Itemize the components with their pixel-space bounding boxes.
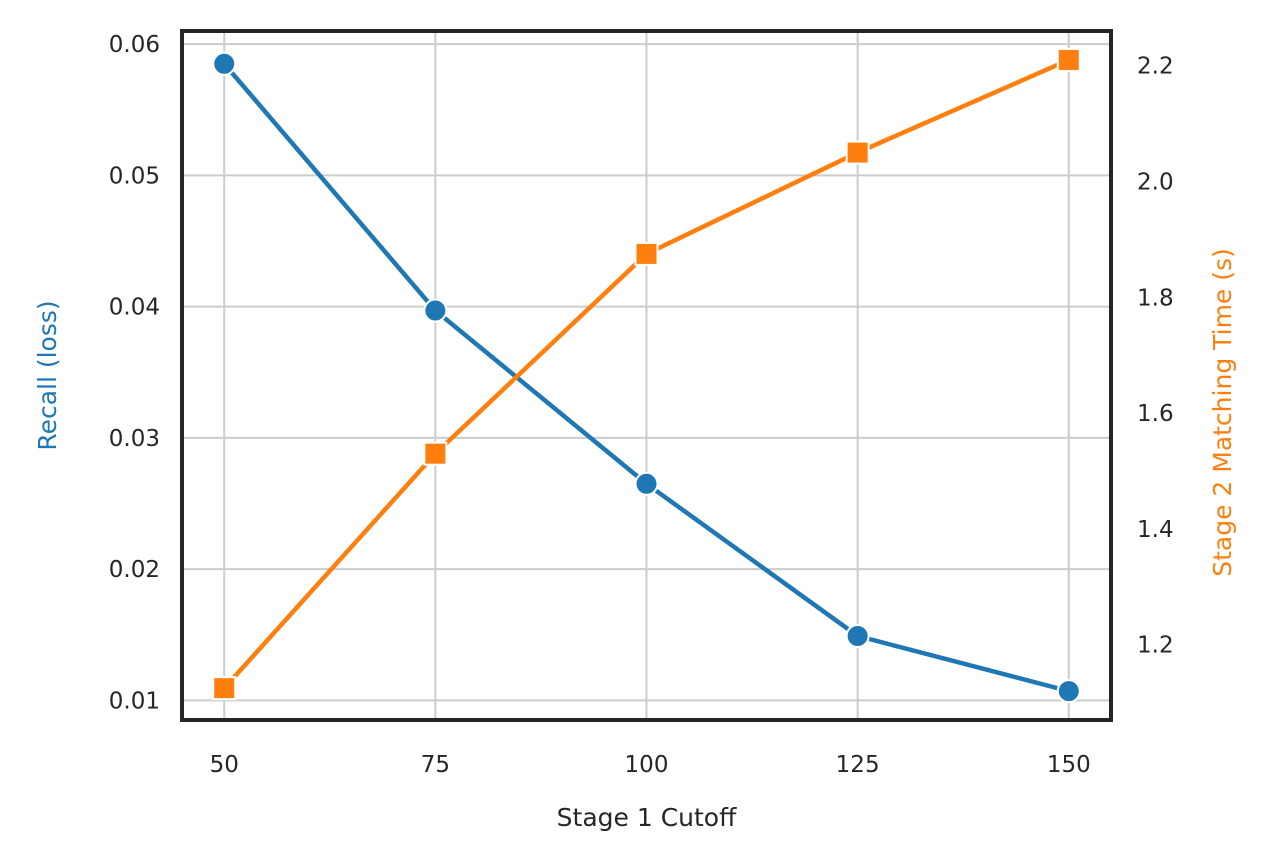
series-layer — [212, 47, 1081, 704]
x-tick-label: 75 — [421, 752, 450, 778]
matching-time-data-point — [634, 241, 659, 266]
right-axis-ticks: 1.2 1.4 1.6 1.8 2.0 2.2 — [1137, 54, 1174, 659]
x-tick-label: 150 — [1047, 752, 1091, 778]
grid — [182, 31, 1111, 720]
recall-data-point — [634, 471, 659, 496]
right-tick-label: 2.2 — [1137, 54, 1174, 80]
x-axis-ticks: 50 75 100 125 150 — [210, 752, 1091, 778]
left-tick-label: 0.06 — [109, 32, 160, 58]
recall-data-point — [212, 51, 237, 76]
right-tick-label: 1.8 — [1137, 285, 1174, 311]
right-tick-label: 1.2 — [1137, 633, 1174, 659]
left-tick-label: 0.03 — [109, 426, 160, 452]
plot-frame — [180, 29, 1113, 722]
recall-data-point — [1056, 679, 1081, 704]
recall-data-point — [845, 624, 870, 649]
left-axis-label: Recall (loss) — [33, 300, 62, 450]
matching-time-data-point — [845, 140, 870, 165]
x-tick-label: 100 — [625, 752, 669, 778]
right-tick-label: 2.0 — [1137, 170, 1174, 196]
x-tick-label: 125 — [836, 752, 880, 778]
matching-time-data-point — [1056, 47, 1081, 72]
left-tick-label: 0.01 — [109, 688, 160, 714]
recall-data-point — [423, 298, 448, 323]
x-axis-label: Stage 1 Cutoff — [557, 803, 737, 832]
x-tick-label: 50 — [210, 752, 239, 778]
right-tick-label: 1.6 — [1137, 401, 1174, 427]
matching-time-data-point — [212, 676, 237, 701]
left-tick-label: 0.02 — [109, 557, 160, 583]
right-tick-label: 1.4 — [1137, 517, 1174, 543]
right-axis-label: Stage 2 Matching Time (s) — [1208, 248, 1237, 577]
left-tick-label: 0.05 — [109, 163, 160, 189]
left-tick-label: 0.04 — [109, 295, 160, 321]
left-axis-ticks: 0.01 0.02 0.03 0.04 0.05 0.06 — [109, 32, 160, 714]
matching-time-data-point — [423, 441, 448, 466]
